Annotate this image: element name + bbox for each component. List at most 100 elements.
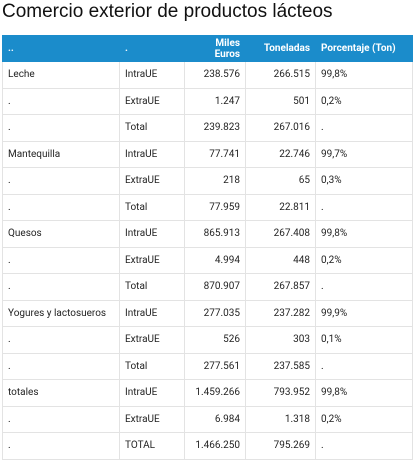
- table-cell: 99,9%: [315, 299, 413, 327]
- table-cell: 6.984: [184, 405, 246, 433]
- table-cell: 1.459.266: [184, 379, 246, 407]
- table-cell: .: [2, 326, 120, 354]
- table-cell: 22.746: [245, 140, 316, 168]
- table-row: . Total 870.907 267.857.: [2, 273, 413, 301]
- table-cell: .: [2, 193, 120, 221]
- table-cell: IntraUE: [119, 220, 185, 248]
- table-cell: Total: [119, 273, 185, 301]
- table-cell: 1.318: [245, 405, 316, 433]
- table-row: . Total 77.959 22.811.: [2, 193, 413, 221]
- table-cell: IntraUE: [119, 61, 185, 89]
- table-cell: IntraUE: [119, 379, 185, 407]
- table-cell: 0,2%: [315, 246, 413, 274]
- table-cell: 303: [245, 326, 316, 354]
- table-cell: 237.282: [245, 299, 316, 327]
- header-cell: Porcentaje (Ton): [315, 35, 413, 62]
- table-row: . ExtraUE 1.247 501 0,2%: [2, 87, 413, 115]
- table-cell: 266.515: [245, 61, 316, 89]
- table-cell: IntraUE: [119, 140, 185, 168]
- table-cell: Total: [119, 352, 185, 380]
- table-cell: .: [315, 352, 413, 380]
- table-cell: .: [315, 432, 413, 460]
- table-cell: ExtraUE: [119, 87, 185, 115]
- table-cell: 0,2%: [315, 87, 413, 115]
- table-cell: .: [2, 87, 120, 115]
- table-cell: IntraUE: [119, 299, 185, 327]
- table-cell: 99,8%: [315, 379, 413, 407]
- table-cell: ExtraUE: [119, 167, 185, 195]
- table-cell: Mantequilla: [2, 140, 120, 168]
- table-row: . ExtraUE 526 303 0,1%: [2, 326, 413, 354]
- header-cell: .: [119, 35, 185, 62]
- header-cell: ..: [2, 35, 120, 62]
- table-row: Mantequilla IntraUE 77.741 22.746 99,7%: [2, 140, 413, 168]
- table-row: . ExtraUE 4.994 448 0,2%: [2, 246, 413, 274]
- table-cell: .: [315, 273, 413, 301]
- header-row: ... Miles Euros Toneladas Porcentaje (Ton): [2, 35, 413, 62]
- header-cell: Miles Euros: [184, 35, 246, 62]
- table-cell: 99,8%: [315, 220, 413, 248]
- table-cell: 0,2%: [315, 405, 413, 433]
- table-cell: Total: [119, 114, 185, 142]
- table-cell: Quesos: [2, 220, 120, 248]
- table-cell: Leche: [2, 61, 120, 89]
- table-cell: 99,8%: [315, 61, 413, 89]
- data-table: ... Miles Euros Toneladas Porcentaje (Ton) …: [2, 35, 413, 460]
- table-cell: .: [315, 193, 413, 221]
- table-cell: .: [2, 352, 120, 380]
- table-cell: 77.959: [184, 193, 246, 221]
- table-cell: 501: [245, 87, 316, 115]
- table-cell: 218: [184, 167, 246, 195]
- table-cell: totales: [2, 379, 120, 407]
- table-cell: 239.823: [184, 114, 246, 142]
- table-cell: 865.913: [184, 220, 246, 248]
- table-cell: 0,3%: [315, 167, 413, 195]
- table-cell: 267.408: [245, 220, 316, 248]
- table-cell: 793.952: [245, 379, 316, 407]
- table-row: totales IntraUE 1.459.266 793.952 99,8%: [2, 379, 413, 407]
- table-cell: 4.994: [184, 246, 246, 274]
- table-cell: 267.857: [245, 273, 316, 301]
- table-cell: 526: [184, 326, 246, 354]
- table-cell: 65: [245, 167, 316, 195]
- table-row: . TOTAL 1.466.250 795.269.: [2, 432, 413, 460]
- table-cell: .: [2, 273, 120, 301]
- table-cell: 1.466.250: [184, 432, 246, 460]
- title: Comercio exterior de productos lácteos: [2, 1, 333, 22]
- table-row: Leche IntraUE 238.576 266.515 99,8%: [2, 61, 413, 89]
- table-cell: .: [315, 114, 413, 142]
- table-cell: .: [2, 114, 120, 142]
- table-row: Quesos IntraUE 865.913 267.408 99,8%: [2, 220, 413, 248]
- table-cell: 1.247: [184, 87, 246, 115]
- table-row: . ExtraUE 218 65 0,3%: [2, 167, 413, 195]
- header-cell: Toneladas: [245, 35, 316, 62]
- table-cell: TOTAL: [119, 432, 185, 460]
- table-cell: ExtraUE: [119, 246, 185, 274]
- table-cell: ExtraUE: [119, 326, 185, 354]
- table-cell: .: [2, 432, 120, 460]
- table-cell: 77.741: [184, 140, 246, 168]
- table-cell: 277.035: [184, 299, 246, 327]
- table-cell: Yogures y lactosueros: [2, 299, 120, 327]
- table-cell: 237.585: [245, 352, 316, 380]
- table-cell: 0,1%: [315, 326, 413, 354]
- table-cell: 22.811: [245, 193, 316, 221]
- table-cell: .: [2, 246, 120, 274]
- table-cell: .: [2, 167, 120, 195]
- table-cell: 238.576: [184, 61, 246, 89]
- table-cell: Total: [119, 193, 185, 221]
- table-cell: 277.561: [184, 352, 246, 380]
- table-body: Leche IntraUE 238.576 266.515 99,8%. ExtraUE 1…: [2, 61, 413, 460]
- table-cell: 870.907: [184, 273, 246, 301]
- table-row: Yogures y lactosueros IntraUE 277.035 237.2…: [2, 299, 413, 327]
- table-row: . Total 277.561 237.585.: [2, 352, 413, 380]
- table-row: . ExtraUE 6.984 1.318 0,2%: [2, 405, 413, 433]
- table-cell: 267.016: [245, 114, 316, 142]
- table-cell: 795.269: [245, 432, 316, 460]
- table-cell: 99,7%: [315, 140, 413, 168]
- table-cell: 448: [245, 246, 316, 274]
- table-cell: ExtraUE: [119, 405, 185, 433]
- table-cell: .: [2, 405, 120, 433]
